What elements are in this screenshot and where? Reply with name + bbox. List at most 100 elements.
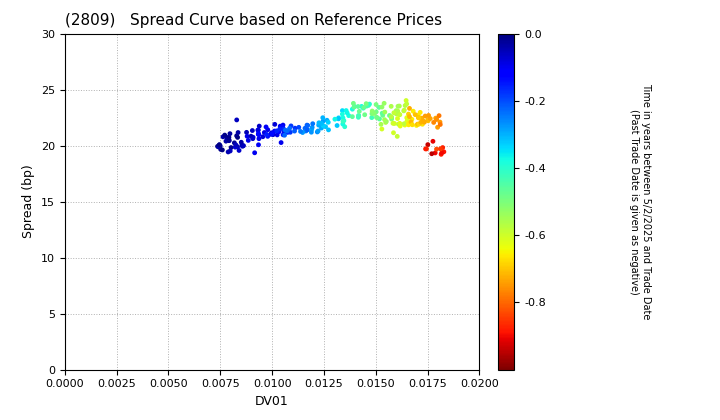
Point [217, 147, 228, 153]
Point [249, 150, 261, 156]
Point [379, 116, 390, 123]
Point [236, 142, 248, 149]
Point [323, 119, 334, 126]
Point [394, 111, 405, 118]
Point [413, 112, 424, 118]
Point [388, 129, 400, 136]
Point [422, 116, 433, 123]
Point [329, 116, 341, 123]
Point [420, 113, 431, 119]
Point [412, 121, 423, 128]
Point [300, 128, 312, 134]
Point [377, 112, 389, 119]
Point [392, 133, 403, 140]
Point [357, 105, 369, 111]
Point [269, 128, 280, 134]
Point [338, 117, 350, 124]
Point [348, 103, 360, 110]
Point [437, 144, 449, 151]
Point [341, 110, 353, 116]
Point [336, 111, 348, 118]
Point [320, 123, 331, 130]
Point [215, 142, 226, 149]
Point [274, 128, 285, 135]
Point [374, 116, 385, 122]
Point [392, 115, 403, 122]
Point [379, 100, 390, 107]
Point [420, 145, 432, 152]
Point [312, 129, 323, 135]
Point [262, 126, 274, 133]
Point [388, 109, 400, 116]
Point [289, 128, 300, 134]
Point [401, 118, 413, 125]
Point [425, 115, 436, 122]
Point [224, 130, 235, 137]
Point [358, 104, 369, 111]
Point [306, 126, 318, 133]
Point [253, 131, 265, 138]
Point [430, 115, 441, 121]
Point [247, 135, 258, 142]
Point [406, 116, 418, 123]
Point [391, 110, 402, 117]
Point [276, 123, 288, 130]
Point [428, 119, 439, 126]
Point [279, 127, 291, 134]
Point [386, 114, 397, 121]
Point [312, 128, 324, 134]
Point [370, 101, 382, 108]
Point [248, 134, 259, 141]
Point [277, 122, 289, 129]
Point [341, 107, 352, 114]
Point [418, 118, 429, 125]
Point [225, 147, 236, 154]
Point [215, 146, 227, 153]
Point [297, 129, 308, 136]
Point [401, 100, 413, 107]
Point [359, 111, 371, 118]
Point [313, 122, 325, 129]
Point [262, 133, 274, 140]
Point [353, 114, 364, 121]
Point [429, 150, 441, 156]
Point [274, 123, 286, 129]
Point [337, 121, 348, 127]
Point [399, 122, 410, 129]
Point [400, 97, 412, 104]
Point [294, 128, 306, 135]
Point [401, 114, 413, 121]
Point [337, 107, 348, 114]
Point [266, 129, 277, 136]
Point [394, 103, 405, 110]
Point [343, 112, 354, 119]
Point [400, 102, 411, 109]
Text: (2809)   Spread Curve based on Reference Prices: (2809) Spread Curve based on Reference P… [65, 13, 442, 28]
Point [346, 113, 358, 120]
Point [405, 118, 417, 125]
Point [223, 137, 235, 144]
Point [438, 148, 449, 155]
Point [235, 139, 247, 146]
Point [380, 119, 392, 126]
Point [223, 137, 235, 144]
Point [390, 107, 402, 114]
Point [214, 142, 225, 148]
Point [415, 119, 427, 126]
Point [366, 108, 378, 114]
Point [220, 138, 232, 144]
Point [400, 120, 412, 127]
Point [381, 118, 392, 125]
Point [431, 116, 442, 122]
Point [333, 116, 344, 122]
Point [318, 122, 329, 129]
Point [253, 142, 264, 148]
Point [241, 133, 253, 139]
Point [385, 103, 397, 110]
Point [253, 130, 264, 137]
Point [366, 114, 377, 121]
Point [376, 126, 387, 132]
Point [307, 124, 318, 131]
Point [394, 111, 405, 118]
Point [361, 103, 372, 110]
